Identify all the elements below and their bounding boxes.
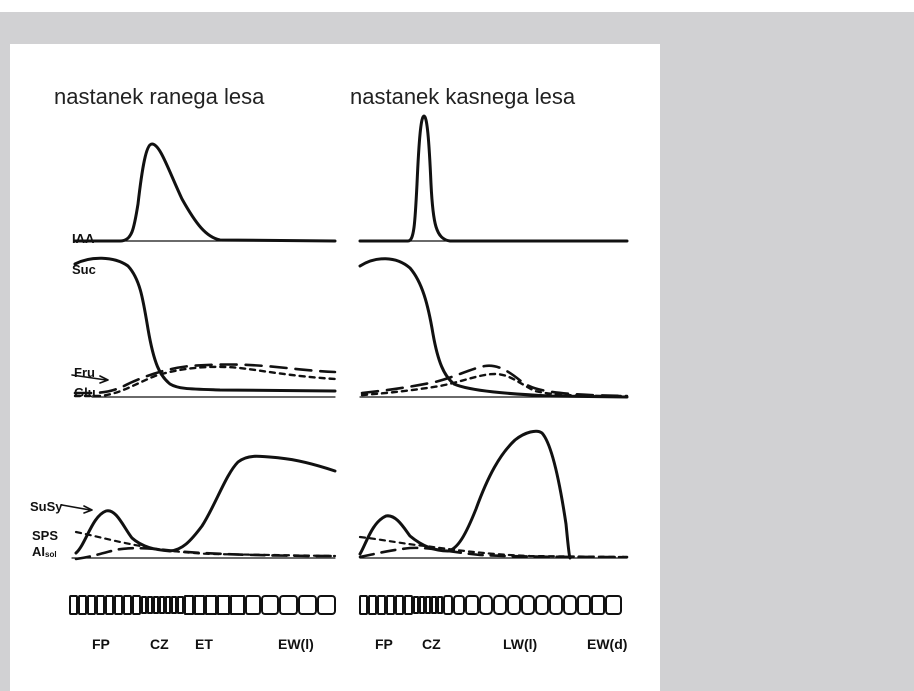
right-column-title: nastanek kasnega lesa: [350, 84, 576, 109]
top-band: [0, 0, 914, 12]
figure-panel: nastanek ranega lesa nastanek kasnega le…: [10, 44, 660, 691]
right-zone-ewd: EW(d): [587, 636, 627, 652]
left-suc-curve: [73, 256, 337, 393]
left-iaa-curve: [73, 142, 337, 243]
diagram-svg: IAA Suc Fru Glu SuSy SPS AIsol FP CZ ET …: [30, 114, 629, 652]
label-suc: Suc: [72, 262, 96, 277]
left-zone-fp: FP: [92, 636, 110, 652]
right-suc-curve: [358, 257, 629, 399]
label-ai-main: AI: [32, 544, 45, 559]
right-fru-curve: [360, 364, 629, 398]
right-susy-curve: [358, 429, 572, 560]
label-ai-sub: sol: [45, 550, 57, 559]
left-glu-curve: [73, 365, 337, 398]
right-glu-curve: [360, 372, 629, 398]
right-iaa-curve: [358, 114, 629, 243]
fru-arrow-head: [99, 375, 109, 384]
right-zone-fp: FP: [375, 636, 393, 652]
left-fru-curve: [73, 363, 337, 395]
right-zone-lwl: LW(l): [503, 636, 537, 652]
left-column-title: nastanek ranega lesa: [54, 84, 265, 109]
label-sps: SPS: [32, 528, 58, 543]
right-cell-strip: [359, 595, 622, 615]
left-zone-et: ET: [195, 636, 213, 652]
left-zone-cz: CZ: [150, 636, 169, 652]
susy-arrow-head: [83, 505, 93, 514]
right-sps-curve: [358, 535, 629, 559]
right-ai-curve: [358, 546, 629, 559]
label-ai: AIsol: [32, 544, 57, 559]
left-zone-ewl: EW(l): [278, 636, 314, 652]
label-fru: Fru: [74, 365, 95, 380]
left-susy-curve: [74, 454, 337, 555]
label-iaa: IAA: [72, 231, 95, 246]
right-zone-cz: CZ: [422, 636, 441, 652]
label-glu: Glu: [74, 385, 96, 400]
susy-arrow: [61, 504, 91, 511]
left-ai-curve: [74, 546, 337, 561]
fru-arrow: [71, 374, 107, 381]
left-cell-strip: [69, 595, 336, 615]
label-susy: SuSy: [30, 499, 63, 514]
